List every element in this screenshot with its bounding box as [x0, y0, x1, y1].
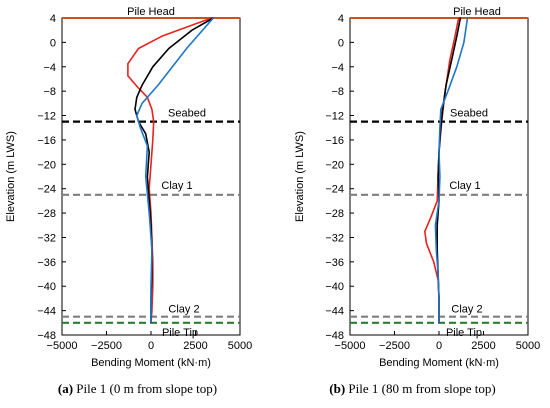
y-tick-label: −44	[37, 306, 56, 318]
seabed-label: Seabed	[450, 108, 488, 120]
series-line-1	[127, 17, 213, 324]
x-tick-label: −5000	[335, 340, 366, 352]
y-tick-label: 4	[338, 13, 344, 25]
y-tick-label: −12	[325, 111, 344, 123]
y-tick-label: 0	[338, 37, 344, 49]
caption-b-text: Pile 1 (80 m from slope top)	[345, 381, 496, 396]
x-tick-label: −2500	[379, 340, 410, 352]
y-tick-label: 4	[50, 13, 56, 25]
x-tick-label: 2500	[183, 340, 207, 352]
pile-tip-label: Pile Tip	[446, 327, 482, 339]
y-axis-title: Elevation (m LWS)	[294, 131, 306, 222]
y-tick-label: −48	[325, 330, 344, 342]
y-axis-title: Elevation (m LWS)	[5, 131, 17, 222]
caption-a-tag: (a)	[57, 381, 74, 396]
y-tick-label: 0	[50, 37, 56, 49]
y-tick-label: −16	[37, 135, 56, 147]
clay-1-label: Clay 1	[449, 180, 480, 192]
y-tick-label: −8	[43, 86, 56, 98]
y-tick-label: −8	[331, 86, 344, 98]
clay-2-label: Clay 2	[451, 304, 482, 316]
pile-head-label: Pile Head	[453, 6, 501, 18]
y-tick-label: −44	[325, 306, 344, 318]
seabed-label: Seabed	[168, 108, 206, 120]
y-tick-label: −32	[325, 232, 344, 244]
panel-a: −5000 −2500 0 2500 5000 4 0 −4 −8 −12 −16 −20 −24 −28…	[5, 6, 252, 369]
y-tick-label: −12	[37, 111, 56, 123]
y-tick-label: −48	[37, 330, 56, 342]
x-tick-label: 2500	[471, 340, 495, 352]
caption-a-text: Pile 1 (0 m from slope top)	[73, 381, 218, 396]
panel-b: −5000 −2500 0 2500 5000 4 0 −4 −8 −12 −16 −20 −24 −28…	[294, 6, 540, 369]
y-tick-label: −32	[37, 232, 56, 244]
caption-b-tag: (b)	[329, 381, 346, 396]
y-tick-label: −4	[331, 62, 344, 74]
caption-b: (b) Pile 1 (80 m from slope top)	[275, 381, 550, 397]
x-axis-title: Bending Moment (kN·m)	[379, 357, 499, 369]
y-tick-label: −24	[325, 184, 344, 196]
y-tick-label: −20	[37, 159, 56, 171]
series-line-3	[136, 17, 215, 324]
x-tick-label: −2500	[91, 340, 122, 352]
pile-tip-label: Pile Tip	[162, 327, 198, 339]
y-tick-label: −40	[325, 281, 344, 293]
y-tick-label: −24	[37, 184, 56, 196]
x-tick-label: 5000	[228, 340, 252, 352]
y-tick-label: −28	[325, 208, 344, 220]
series-line-1	[423, 17, 460, 324]
y-tick-label: −36	[325, 257, 344, 269]
x-tick-label: 0	[148, 340, 154, 352]
y-tick-label: −16	[325, 135, 344, 147]
clay-1-label: Clay 1	[161, 180, 192, 192]
pile-head-label: Pile Head	[127, 6, 175, 18]
series-line-3	[434, 17, 469, 324]
y-tick-label: −4	[43, 62, 56, 74]
caption-a: (a) Pile 1 (0 m from slope top)	[0, 381, 275, 397]
y-tick-label: −36	[37, 257, 56, 269]
x-tick-label: −5000	[47, 340, 78, 352]
x-tick-label: 5000	[516, 340, 540, 352]
x-tick-label: 0	[436, 340, 442, 352]
x-axis-title: Bending Moment (kN·m)	[91, 357, 211, 369]
clay-2-label: Clay 2	[168, 304, 199, 316]
y-tick-label: −40	[37, 281, 56, 293]
y-tick-label: −28	[37, 208, 56, 220]
y-tick-label: −20	[325, 159, 344, 171]
